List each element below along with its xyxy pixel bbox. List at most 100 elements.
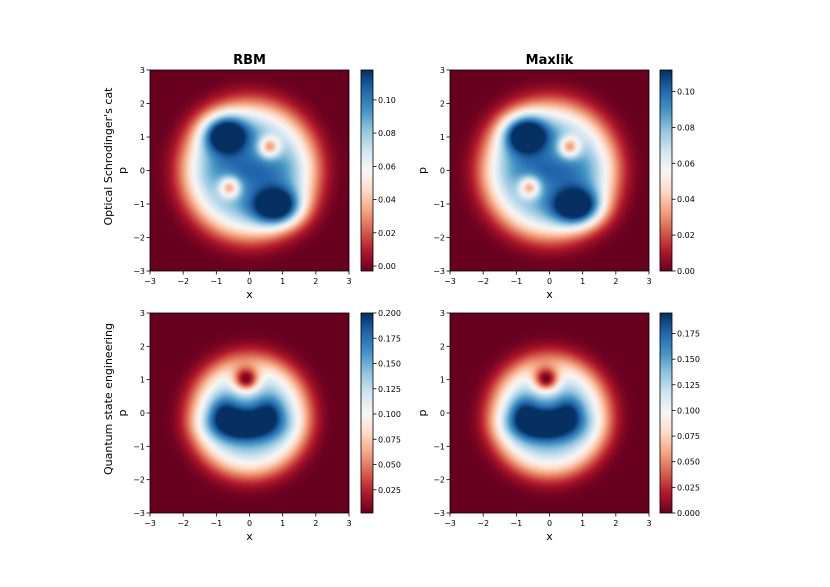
row-label: Quantum state engineering: [102, 323, 115, 475]
x-tick-label: 0: [547, 277, 552, 286]
heatmap-image: [450, 313, 649, 513]
colorbar-tick-label: 0.00: [677, 267, 695, 276]
y-tick-label: −1: [433, 200, 445, 209]
panel-title: RBM: [233, 53, 266, 68]
colorbar-tick-label: 0.150: [677, 355, 700, 364]
x-tick-label: −1: [210, 277, 222, 286]
y-tick-label: 3: [140, 66, 145, 75]
colorbar-tick-label: 0.025: [677, 483, 700, 492]
x-tick-label: 0: [247, 277, 252, 286]
x-tick-label: 3: [646, 519, 651, 528]
x-tick-label: 3: [346, 519, 351, 528]
y-tick-label: −3: [433, 267, 445, 276]
colorbar-tick-label: 0.02: [677, 231, 695, 240]
y-tick-label: −3: [433, 509, 445, 518]
x-tick-label: −2: [177, 519, 189, 528]
y-tick-label: −1: [133, 200, 145, 209]
y-tick-label: 2: [440, 342, 445, 351]
colorbar-tick-label: 0.10: [378, 96, 396, 105]
heatmap-image: [450, 70, 649, 271]
x-tick-label: −1: [510, 277, 522, 286]
y-tick-label: 3: [440, 309, 445, 318]
x-tick-label: −2: [477, 277, 489, 286]
y-tick-label: 0: [440, 409, 445, 418]
colorbar-tick-label: 0.04: [378, 196, 396, 205]
y-tick-label: −2: [133, 234, 145, 243]
x-axis-label: x: [246, 530, 253, 543]
colorbar-tick-label: 0.10: [677, 88, 695, 97]
panel-title: Maxlik: [526, 53, 574, 68]
x-tick-label: −1: [510, 519, 522, 528]
y-axis-label: p: [116, 167, 129, 174]
y-tick-label: 0: [440, 167, 445, 176]
heatmap-panel-4: −3 −2 −1 0 1 2 3 −3 −2 −1 0 1 2 3 x p 0.000 0.025 0.050 0.0…: [416, 309, 700, 543]
heatmap-image: [150, 70, 349, 271]
colorbar-tick-label: 0.02: [378, 229, 396, 238]
y-tick-label: −2: [433, 234, 445, 243]
y-tick-label: 3: [440, 66, 445, 75]
x-tick-label: 1: [280, 277, 285, 286]
y-tick-label: −1: [133, 442, 145, 451]
colorbar-tick-label: 0.175: [378, 334, 401, 343]
y-axis-label: p: [116, 409, 129, 416]
colorbar-gradient: [660, 70, 672, 271]
x-tick-label: 2: [313, 277, 318, 286]
colorbar-tick-label: 0.075: [378, 435, 401, 444]
y-axis-label: p: [416, 409, 429, 416]
x-tick-label: −2: [177, 277, 189, 286]
x-tick-label: 3: [646, 277, 651, 286]
colorbar-tick-label: 0.000: [677, 509, 700, 518]
colorbar-frame: [360, 69, 374, 272]
colorbar-tick-label: 0.200: [378, 309, 401, 318]
x-axis-label: x: [546, 288, 553, 301]
y-tick-label: −3: [133, 509, 145, 518]
x-tick-label: 3: [346, 277, 351, 286]
y-tick-label: 3: [140, 309, 145, 318]
colorbar-tick-label: 0.100: [677, 406, 700, 415]
row-label: Optical Schrodinger's cat: [102, 87, 115, 226]
y-tick-label: 2: [140, 342, 145, 351]
colorbar-gradient: [361, 313, 373, 513]
x-tick-label: 0: [247, 519, 252, 528]
heatmap-panel-1: −3 −2 −1 0 1 2 3 −3 −2 −1 0 1 2 3 x p RBM Optical Schrodi…: [102, 53, 396, 301]
colorbar-tick-label: 0.08: [677, 123, 695, 132]
x-tick-label: 1: [280, 519, 285, 528]
colorbar-frame: [659, 312, 673, 514]
colorbar-tick-label: 0.050: [677, 458, 700, 467]
colorbar-tick-label: 0.150: [378, 360, 401, 369]
x-tick-label: 1: [580, 277, 585, 286]
x-tick-label: −3: [444, 519, 456, 528]
x-tick-label: −2: [477, 519, 489, 528]
y-tick-label: 1: [140, 133, 145, 142]
colorbar-tick-label: 0.00: [378, 262, 396, 271]
colorbar-tick-label: 0.050: [378, 461, 401, 470]
colorbar-tick-label: 0.175: [677, 330, 700, 339]
colorbar-tick-label: 0.06: [677, 159, 695, 168]
y-tick-label: 0: [140, 409, 145, 418]
x-tick-label: 2: [613, 519, 618, 528]
x-tick-label: 2: [613, 277, 618, 286]
y-tick-label: 0: [140, 167, 145, 176]
y-tick-label: −2: [133, 476, 145, 485]
y-tick-label: 1: [440, 376, 445, 385]
x-tick-label: 1: [580, 519, 585, 528]
colorbar-tick-label: 0.08: [378, 129, 396, 138]
x-tick-label: −1: [210, 519, 222, 528]
heatmap-panel-2: −3 −2 −1 0 1 2 3 −3 −2 −1 0 1 2 3 x p Maxlik 0.00 0.02 0.04…: [416, 53, 695, 301]
x-tick-label: −3: [144, 519, 156, 528]
heatmap-image: [150, 313, 349, 513]
y-tick-label: −3: [133, 267, 145, 276]
colorbar-tick-label: 0.075: [677, 432, 700, 441]
y-tick-label: 1: [140, 376, 145, 385]
colorbar-frame: [360, 312, 374, 514]
y-tick-label: −2: [433, 476, 445, 485]
y-tick-label: 2: [140, 100, 145, 109]
colorbar-frame: [659, 69, 673, 272]
colorbar-gradient: [660, 313, 672, 513]
y-tick-label: 1: [440, 133, 445, 142]
x-tick-label: 2: [313, 519, 318, 528]
colorbar-tick-label: 0.125: [677, 381, 700, 390]
x-axis-label: x: [246, 288, 253, 301]
